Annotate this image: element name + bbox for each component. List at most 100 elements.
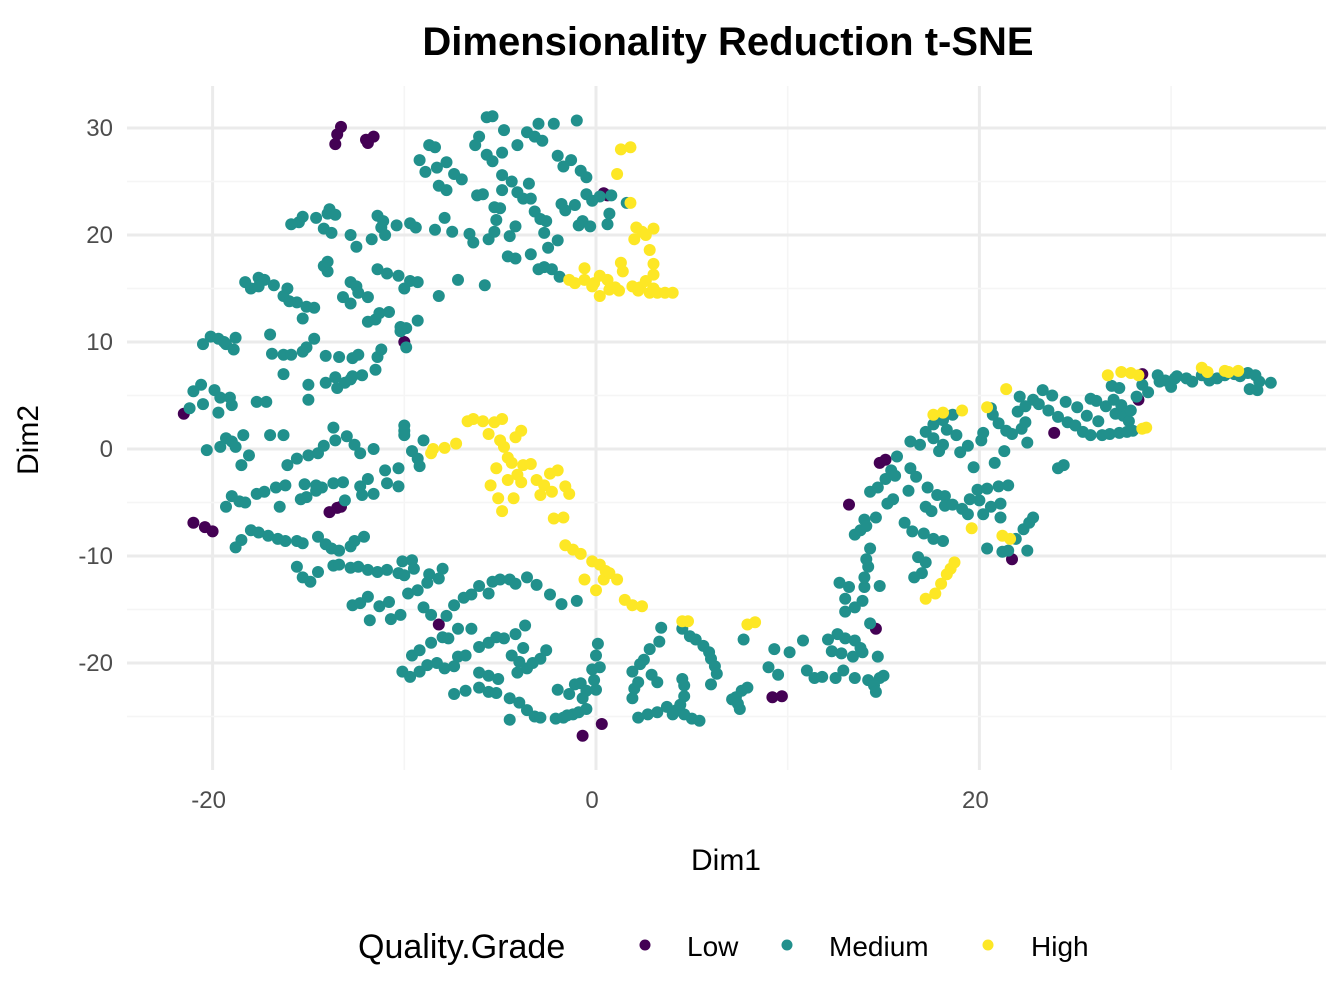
point-medium [229,541,242,554]
point-medium [534,711,547,724]
point-medium [438,662,451,675]
point-medium [937,535,949,547]
point-medium [471,189,484,202]
legend-label-high: High [1031,931,1089,962]
point-medium [379,464,392,477]
point-medium [1006,428,1018,440]
point-medium [503,692,516,705]
point-medium [869,685,882,698]
point-medium [392,269,405,282]
point-medium [432,290,445,302]
point-medium [490,214,503,226]
point-medium [488,201,501,214]
point-medium [1071,401,1084,414]
legend-swatch-high [982,939,994,951]
point-medium [800,664,813,677]
point-medium [1251,384,1264,397]
point-medium [822,633,834,646]
point-medium [406,554,418,567]
point-medium [825,645,838,658]
point-medium [348,438,361,451]
point-medium [229,440,242,453]
point-medium [361,590,374,603]
point-medium [411,584,424,597]
point-medium [302,393,315,406]
point-medium [419,165,432,178]
point-high [981,401,994,414]
x-tick-label: 20 [962,787,989,814]
legend-label-medium: Medium [829,931,929,962]
point-medium [363,614,376,627]
point-medium [1021,436,1034,449]
point-medium [871,481,884,494]
point-medium [984,500,997,513]
point-medium [555,598,568,611]
point-medium [651,706,664,719]
point-medium [459,649,472,662]
y-tick-label: -20 [78,650,113,677]
point-medium [871,650,884,663]
point-high [551,464,564,477]
point-medium [816,670,829,683]
x-axis-label: Dim1 [691,844,761,877]
point-high [1201,366,1214,378]
y-tick-label: 0 [100,436,113,463]
point-high [578,573,591,586]
point-medium [237,429,250,442]
point-medium [381,267,393,280]
point-medium [710,667,723,680]
point-medium [1186,375,1199,388]
point-medium [250,395,263,408]
point-medium [440,156,453,169]
chart-title: Dimensionality Reduction t-SNE [422,20,1033,64]
point-medium [473,666,486,679]
point-medium [490,687,503,699]
point-medium [946,408,959,421]
point-medium [1168,372,1181,385]
point-high [496,505,509,518]
point-medium [329,434,342,447]
point-high [603,283,616,296]
point-medium [1027,511,1040,524]
point-high [515,476,528,489]
point-medium [503,713,516,726]
point-medium [498,124,510,137]
point-medium [260,395,273,408]
point-medium [333,558,346,571]
point-medium [1057,459,1070,472]
point-medium [559,204,572,217]
point-medium [860,553,873,566]
point-medium [551,683,564,696]
point-medium [375,343,388,356]
point-medium [264,429,277,442]
point-medium [344,373,357,386]
point-medium [321,255,334,268]
point-medium [358,530,370,543]
point-medium [361,291,374,304]
point-high [476,415,489,428]
point-medium [327,477,340,490]
point-medium [473,641,486,653]
point-medium [421,659,434,672]
point-high [1222,366,1235,378]
point-high [1004,532,1017,545]
point-medium [383,596,395,608]
point-medium [1052,410,1064,423]
point-medium [486,110,499,123]
y-tick-label: 10 [86,329,113,356]
point-medium [302,378,315,391]
point-medium [329,371,342,384]
point-high [593,269,606,282]
point-high [919,592,932,605]
point-medium [992,417,1005,430]
point-medium [281,459,294,472]
point-medium [858,581,871,593]
point-medium [317,439,330,452]
point-medium [551,149,564,162]
point-high [593,290,606,302]
point-medium [290,560,303,573]
point-medium [296,345,309,358]
point-high [1132,369,1145,382]
point-medium [432,179,445,192]
point-medium [839,592,852,605]
